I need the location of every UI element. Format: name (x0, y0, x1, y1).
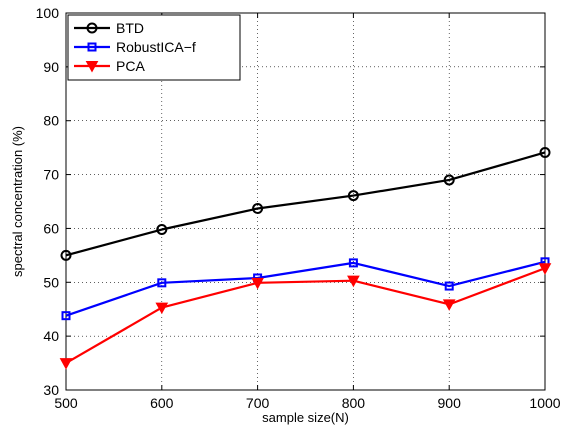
series-line-robustica-f (65, 260, 546, 317)
x-tick-label: 700 (246, 395, 270, 411)
data-point-pca (155, 302, 169, 315)
data-point-robustica-f (61, 311, 71, 321)
legend-marker-robustica-f (87, 42, 97, 52)
grid-lines (66, 13, 545, 390)
y-tick-label: 100 (36, 5, 60, 21)
y-tick-label: 30 (43, 382, 59, 398)
y-tick-label: 50 (43, 274, 59, 290)
y-axis-label: spectral concentration (%) (10, 126, 25, 277)
data-point-btd (60, 249, 72, 261)
y-tick-label: 40 (43, 328, 59, 344)
series-line-btd (65, 151, 546, 257)
legend-label-btd: BTD (116, 20, 144, 36)
y-tick-label: 70 (43, 167, 59, 183)
x-tick-label: 600 (150, 395, 174, 411)
data-point-pca (347, 275, 360, 288)
y-tick-label: 80 (43, 113, 59, 129)
legend-marker-btd (86, 22, 98, 34)
data-point-robustica-f (444, 281, 454, 291)
x-tick-label: 900 (438, 395, 462, 411)
series-layer (59, 146, 552, 370)
x-tick-label: 800 (342, 395, 366, 411)
axis-ticks: 500 600 700 800 900 1000 30 40 50 60 70 80 90 100 (36, 5, 561, 411)
data-point-robustica-f (348, 258, 358, 268)
series-btd (60, 146, 551, 261)
series-pca (59, 263, 552, 370)
data-point-btd (443, 174, 455, 186)
data-point-pca (59, 358, 73, 370)
series-line-pca (65, 267, 546, 365)
x-axis-label: sample size(N) (262, 410, 349, 425)
data-point-pca (442, 299, 456, 311)
x-tick-label: 1000 (529, 395, 560, 411)
legend-label-robustica-f: RobustICA−f (116, 39, 196, 55)
data-point-robustica-f (157, 278, 167, 288)
data-point-btd (347, 190, 359, 202)
legend: BTD RobustICA−f PCA (67, 14, 241, 81)
data-point-pca (538, 263, 552, 275)
y-tick-label: 60 (43, 220, 59, 236)
data-point-btd (252, 203, 264, 215)
x-tick-label: 500 (54, 395, 78, 411)
data-point-pca (251, 277, 264, 290)
plot-area-frame (65, 12, 546, 391)
legend-label-pca: PCA (116, 58, 145, 74)
y-tick-label: 90 (43, 59, 59, 75)
data-point-btd (156, 224, 168, 236)
data-point-btd (539, 146, 551, 158)
legend-marker-pca (85, 61, 99, 73)
